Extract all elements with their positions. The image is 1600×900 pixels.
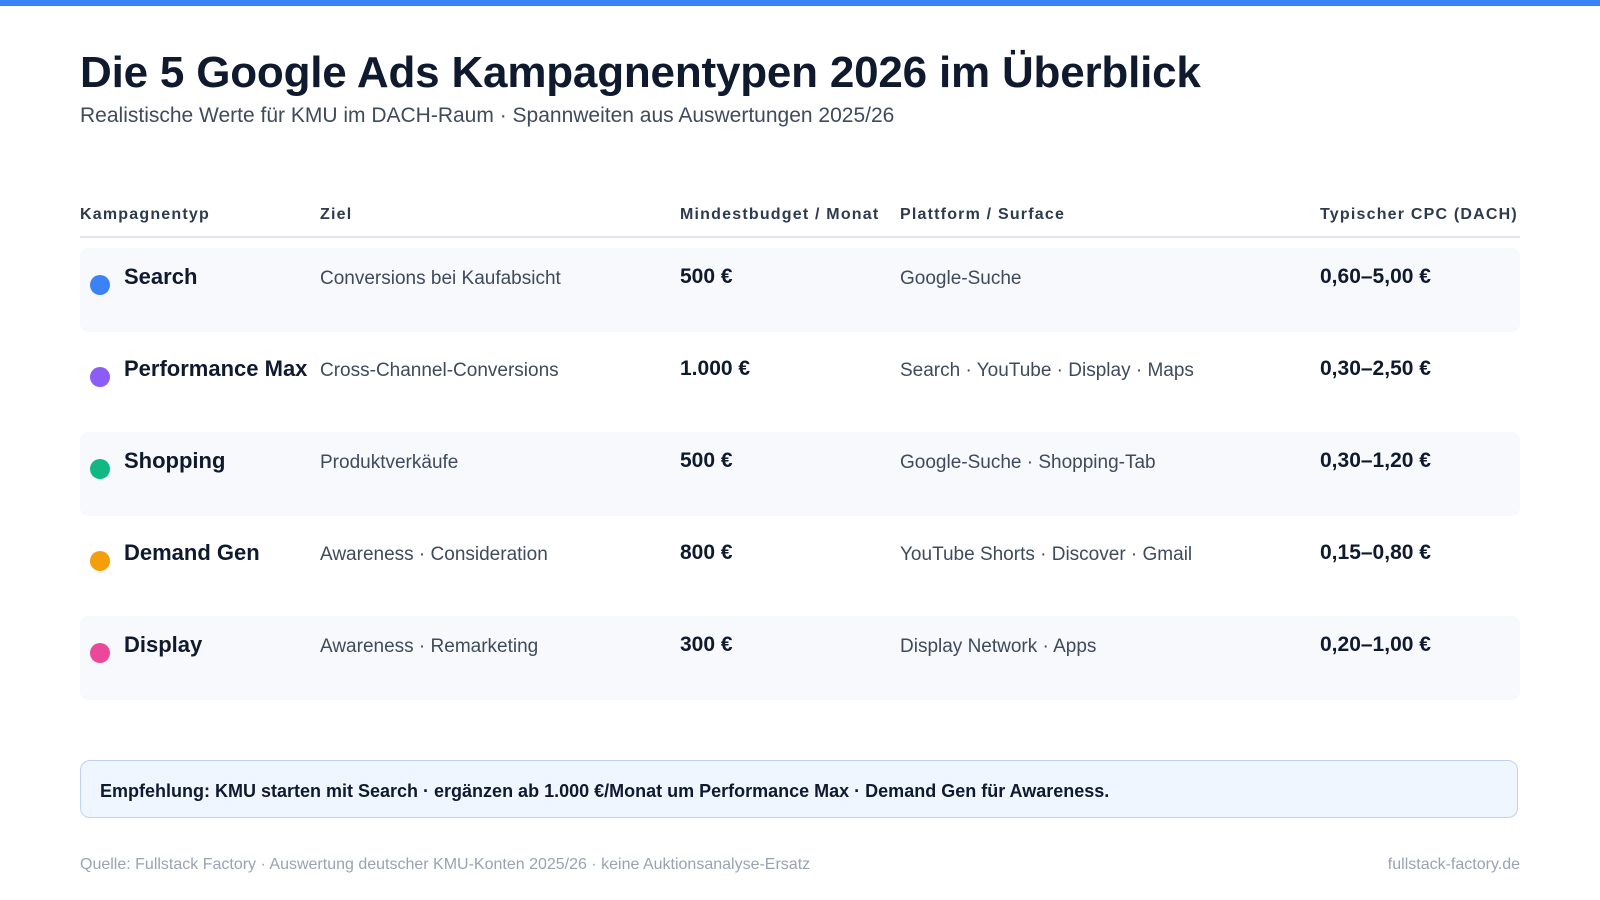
campaign-budget: 800 € xyxy=(680,541,733,564)
top-accent-bar xyxy=(0,0,1600,6)
campaign-name: Display xyxy=(124,632,203,657)
campaign-color-dot xyxy=(90,459,110,479)
source-note: Quelle: Fullstack Factory · Auswertung d… xyxy=(80,856,811,873)
campaign-cpc: 0,30–2,50 € xyxy=(1320,357,1431,380)
column-header-ziel: Ziel xyxy=(320,206,353,223)
campaign-cpc: 0,15–0,80 € xyxy=(1320,541,1431,564)
campaign-name: Shopping xyxy=(124,448,226,473)
campaign-goal: Cross-Channel-Conversions xyxy=(320,360,559,381)
campaign-cpc: 0,30–1,20 € xyxy=(1320,449,1431,472)
campaign-color-dot xyxy=(90,643,110,663)
column-header-platform: Plattform / Surface xyxy=(900,206,1066,223)
campaign-budget: 1.000 € xyxy=(680,357,751,380)
campaign-budget: 300 € xyxy=(680,633,733,656)
campaign-goal: Conversions bei Kaufabsicht xyxy=(320,268,561,289)
page-subtitle: Realistische Werte für KMU im DACH-Raum … xyxy=(80,104,895,127)
campaign-name: Performance Max xyxy=(124,356,308,381)
column-header-cpc: Typischer CPC (DACH) xyxy=(1320,206,1518,223)
campaign-goal: Produktverkäufe xyxy=(320,452,459,473)
page-title: Die 5 Google Ads Kampagnentypen 2026 im … xyxy=(80,48,1201,97)
campaign-platform: Google-Suche · Shopping-Tab xyxy=(900,452,1156,473)
campaign-platform: Google-Suche xyxy=(900,268,1022,289)
recommendation-callout: Empfehlung: KMU starten mit Search · erg… xyxy=(80,760,1518,818)
table-body: Search Conversions bei Kaufabsicht 500 €… xyxy=(80,248,1520,700)
campaign-name: Search xyxy=(124,264,198,289)
recommendation-text: Empfehlung: KMU starten mit Search · erg… xyxy=(100,781,1110,801)
campaign-color-dot xyxy=(90,367,110,387)
campaign-cpc: 0,20–1,00 € xyxy=(1320,633,1431,656)
campaign-name: Demand Gen xyxy=(124,540,260,565)
table-header: Kampagnentyp Ziel Mindestbudget / Monat … xyxy=(80,200,1520,238)
campaign-color-dot xyxy=(90,275,110,295)
site-link[interactable]: fullstack-factory.de xyxy=(1387,856,1520,873)
campaign-color-dot xyxy=(90,551,110,571)
table-row-display: Display Awareness · Remarketing 300 € Di… xyxy=(80,616,1520,700)
campaign-budget: 500 € xyxy=(680,449,733,472)
table-row-demand-gen: Demand Gen Awareness · Consideration 800… xyxy=(80,524,1520,608)
table-row-shopping: Shopping Produktverkäufe 500 € Google-Su… xyxy=(80,432,1520,516)
campaign-budget: 500 € xyxy=(680,265,733,288)
campaign-platform: YouTube Shorts · Discover · Gmail xyxy=(900,544,1193,565)
campaign-goal: Awareness · Remarketing xyxy=(320,636,539,657)
campaign-platform: Search · YouTube · Display · Maps xyxy=(900,360,1194,381)
campaign-cpc: 0,60–5,00 € xyxy=(1320,265,1431,288)
campaign-platform: Display Network · Apps xyxy=(900,636,1097,657)
campaign-table: Kampagnentyp Ziel Mindestbudget / Monat … xyxy=(80,200,1520,708)
column-header-kampagnentyp: Kampagnentyp xyxy=(80,206,210,223)
table-row-performance-max: Performance Max Cross-Channel-Conversion… xyxy=(80,340,1520,424)
table-row-search: Search Conversions bei Kaufabsicht 500 €… xyxy=(80,248,1520,332)
column-header-budget: Mindestbudget / Monat xyxy=(680,206,880,223)
campaign-goal: Awareness · Consideration xyxy=(320,544,548,565)
